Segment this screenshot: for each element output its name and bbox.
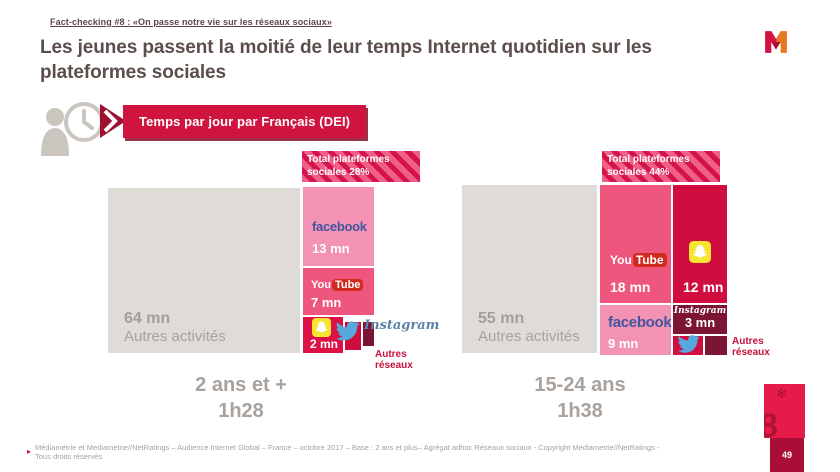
page-title: Les jeunes passent la moitié de leur tem…	[40, 37, 652, 83]
person-clock-icon	[41, 102, 104, 156]
youtube-value: 18 mn	[610, 279, 651, 295]
instagram-wordmark-right: Instagram	[673, 306, 727, 316]
caption-left: 2 ans et + 1h28	[108, 372, 374, 424]
caption-age-right: 15-24 ans	[534, 374, 626, 396]
snapchat-block-left: 2 mn	[303, 317, 343, 353]
twitter-icon	[336, 321, 360, 341]
other-networks-label-left: Autres réseaux	[375, 349, 413, 371]
other-network-block-right	[705, 336, 727, 355]
caption-age-left: 2 ans et +	[195, 374, 287, 396]
snapchat-block-right: 12 mn	[673, 185, 727, 303]
total-social-label-left: Total plateformes sociales 28%	[302, 151, 420, 182]
instagram-block-left	[363, 322, 374, 346]
facebook-block-right: facebook 9 mn	[600, 305, 672, 355]
facebook-wordmark: facebook	[312, 219, 367, 234]
section-banner: Temps par jour par Français (DEI)	[123, 105, 367, 138]
instagram-wordmark-left: Instagram	[364, 318, 440, 333]
youtube-value: 7 mn	[311, 295, 342, 310]
banner-label: Temps par jour par Français (DEI)	[139, 114, 351, 129]
rosette-icon: ✻	[776, 386, 787, 401]
other-activities-value: 55 mn	[478, 310, 525, 327]
caption-time-left: 1h28	[218, 400, 264, 422]
youtube-block-right: You Tube 18 mn	[600, 185, 671, 303]
mediametrie-logo-icon	[765, 31, 787, 53]
other-activities-block-right: 55 mn Autres activités	[462, 185, 597, 353]
facebook-value: 13 mn	[312, 241, 350, 256]
youtube-logo: You Tube	[311, 275, 364, 293]
facebook-value: 9 mn	[608, 336, 639, 351]
facebook-block-left: facebook 13 mn	[303, 187, 374, 266]
other-activities-label: Autres activités	[124, 328, 226, 345]
youtube-block-left: You Tube 7 mn	[303, 268, 374, 315]
footer: ▸ Médiamétrie et Mediametrie//NetRatings…	[27, 443, 667, 461]
footer-bullet-icon: ▸	[27, 447, 32, 456]
banner-arrow-icon	[100, 104, 126, 138]
other-networks-label-right: Autres réseaux	[732, 336, 770, 358]
page-number: 49	[781, 450, 792, 460]
instagram-value: 3 mn	[684, 315, 716, 330]
page-number-tab: 49	[770, 438, 804, 472]
snapchat-icon	[689, 241, 711, 263]
snapchat-icon	[312, 318, 331, 337]
total-social-label-right: Total plateformes sociales 44%	[602, 151, 720, 182]
other-activities-block-left: 64 mn Autres activités	[108, 188, 300, 353]
footer-source-text: Médiamétrie et Mediametrie//NetRatings –…	[35, 443, 660, 461]
other-activities-label: Autres activités	[478, 328, 580, 345]
twitter-icon	[678, 335, 700, 353]
caption-time-right: 1h38	[557, 400, 603, 422]
snapchat-value: 12 mn	[683, 279, 724, 295]
instagram-block-right: Instagram 3 mn	[673, 305, 727, 334]
chapter-number: 8	[764, 407, 778, 438]
other-activities-value: 64 mn	[124, 310, 171, 327]
caption-right: 15-24 ans 1h38	[450, 372, 710, 424]
youtube-logo: You Tube	[610, 251, 667, 269]
snapchat-value: 2 mn	[310, 337, 339, 351]
facebook-wordmark: facebook	[608, 314, 672, 331]
chapter-tab: ✻ 8	[764, 384, 805, 438]
fact-checking-link[interactable]: Fact-checking #8 : «On passe notre vie s…	[50, 17, 332, 27]
